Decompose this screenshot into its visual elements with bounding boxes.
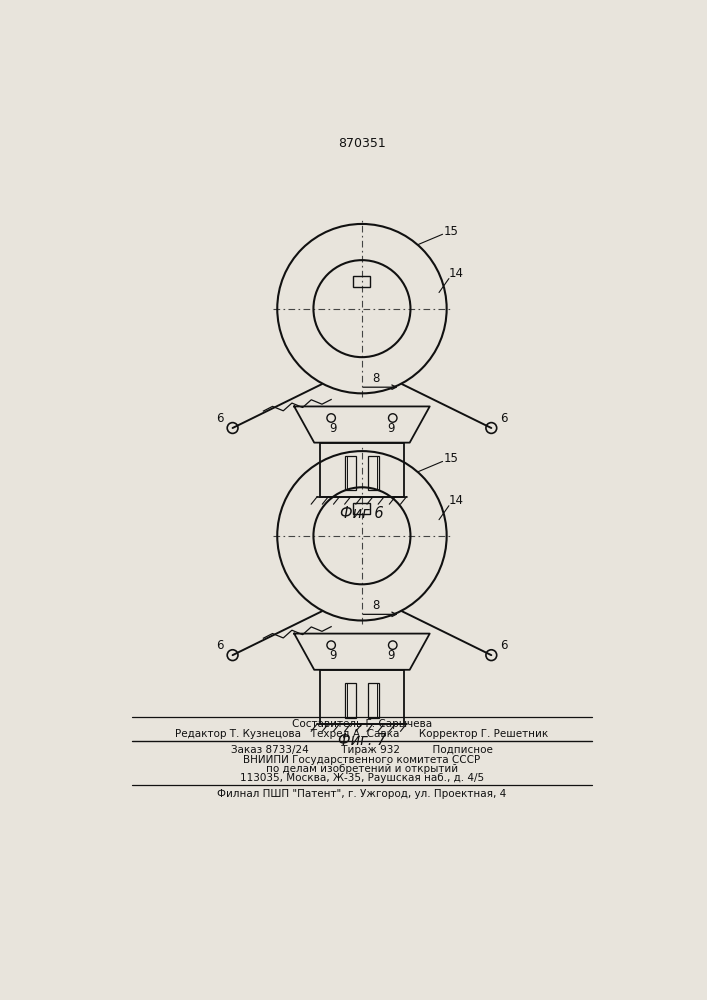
Text: Заказ 8733/24          Тираж 932          Подписное: Заказ 8733/24 Тираж 932 Подписное [231, 745, 493, 755]
Text: Редактор Т. Кузнецова   Техред А. Савка      Корректор Г. Решетник: Редактор Т. Кузнецова Техред А. Савка Ко… [175, 729, 549, 739]
Text: 9: 9 [329, 422, 337, 435]
Bar [345, 683, 356, 718]
Text: Фиг 6: Фиг 6 [340, 506, 384, 521]
Text: Составитель Г. Сарычева: Составитель Г. Сарычева [292, 719, 432, 729]
Text: ВНИИПИ Государственного комитета СССР: ВНИИПИ Государственного комитета СССР [243, 755, 481, 765]
Bar [354, 276, 370, 287]
Text: 6: 6 [216, 412, 224, 425]
Text: 9: 9 [387, 422, 395, 435]
Bar [345, 456, 356, 490]
Text: 15: 15 [444, 452, 459, 465]
Text: 9: 9 [387, 649, 395, 662]
Text: Фиг. 7: Фиг. 7 [338, 733, 386, 748]
Text: 15: 15 [444, 225, 459, 238]
Bar [320, 443, 404, 497]
Text: 6: 6 [216, 639, 224, 652]
Bar [368, 683, 379, 718]
Text: 14: 14 [448, 267, 463, 280]
Text: Филнал ПШП "Патент", г. Ужгород, ул. Проектная, 4: Филнал ПШП "Патент", г. Ужгород, ул. Про… [217, 789, 507, 799]
Text: 8: 8 [372, 372, 380, 385]
Bar [320, 670, 404, 724]
Text: по делам изобретений и открытий: по делам изобретений и открытий [266, 764, 458, 774]
Text: 6: 6 [500, 412, 508, 425]
Text: 14: 14 [448, 494, 463, 507]
Text: 870351: 870351 [338, 137, 386, 150]
Text: 8: 8 [372, 599, 380, 612]
Bar [368, 456, 379, 490]
Bar [354, 503, 370, 514]
Text: 9: 9 [329, 649, 337, 662]
Text: 6: 6 [500, 639, 508, 652]
Text: 113035, Москва, Ж-35, Раушская наб., д. 4/5: 113035, Москва, Ж-35, Раушская наб., д. … [240, 773, 484, 783]
